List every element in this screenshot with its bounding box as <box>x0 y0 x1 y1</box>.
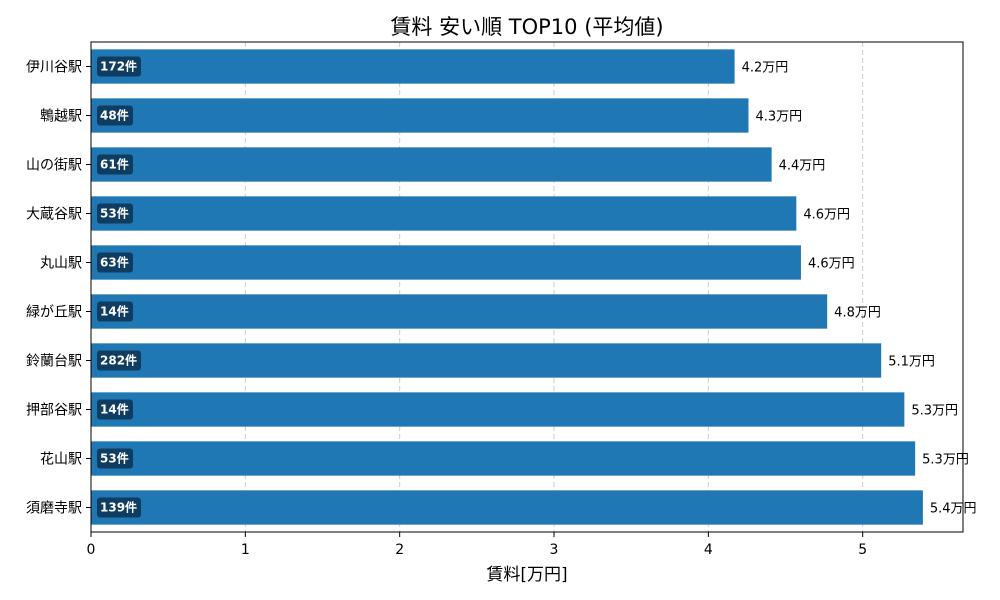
count-badge <box>97 203 133 224</box>
count-badge <box>97 448 133 469</box>
count-badge <box>97 301 133 322</box>
category-label: 須磨寺駅 <box>26 501 82 517</box>
count-label: 14件 <box>100 402 129 417</box>
bar <box>91 490 923 525</box>
count-badge <box>97 252 133 273</box>
bar <box>91 147 772 182</box>
category-label: 鈴蘭台駅 <box>26 354 82 370</box>
count-badge <box>97 497 141 518</box>
category-label: 山の街駅 <box>26 158 82 174</box>
count-label: 14件 <box>100 304 129 319</box>
x-tick-label: 5 <box>858 542 867 558</box>
bar <box>91 245 801 280</box>
value-label: 4.4万円 <box>779 159 826 174</box>
count-badge <box>97 399 133 420</box>
count-badge <box>97 105 133 126</box>
category-label: 緑が丘駅 <box>26 305 82 321</box>
count-label: 53件 <box>100 206 129 221</box>
bar <box>91 98 749 133</box>
x-tick-label: 1 <box>241 542 250 558</box>
x-tick-label: 3 <box>550 542 559 558</box>
bar <box>91 441 916 476</box>
count-label: 139件 <box>100 500 137 515</box>
x-axis-ticks: 0 1 2 3 4 5 <box>87 532 867 558</box>
value-label: 5.3万円 <box>922 453 969 468</box>
x-tick-label: 4 <box>704 542 713 558</box>
value-label: 5.3万円 <box>911 404 958 419</box>
bar <box>91 343 882 378</box>
count-badge <box>97 56 141 77</box>
category-label: 伊川谷駅 <box>26 60 82 76</box>
category-label: 鵯越駅 <box>40 108 82 125</box>
count-badge <box>97 154 133 175</box>
count-label: 63件 <box>100 255 129 270</box>
chart-title: 賃料 安い順 TOP10 (平均値) <box>390 15 663 39</box>
bar <box>91 49 735 84</box>
value-label: 4.3万円 <box>755 110 802 125</box>
x-axis-label: 賃料[万円] <box>486 565 567 585</box>
value-label: 4.6万円 <box>808 257 855 272</box>
count-label: 53件 <box>100 451 129 466</box>
category-label: 大蔵谷駅 <box>26 207 82 223</box>
category-label: 丸山駅 <box>40 256 82 272</box>
bar <box>91 294 828 329</box>
count-badge <box>97 350 141 371</box>
count-label: 172件 <box>100 59 137 74</box>
plot-frame <box>90 41 964 533</box>
bar <box>91 196 797 231</box>
category-label: 押部谷駅 <box>26 403 82 419</box>
x-tick-label: 0 <box>87 542 96 558</box>
value-label: 4.8万円 <box>834 306 881 321</box>
count-label: 282件 <box>100 353 137 368</box>
value-label: 5.1万円 <box>888 355 935 370</box>
value-label: 4.2万円 <box>742 61 789 76</box>
bars: 172件 4.2万円 48件 4.3万円 61件 4.4万円 53件 4.6万円 63件 4.6万… <box>91 49 977 525</box>
value-label: 5.4万円 <box>930 502 977 517</box>
count-label: 61件 <box>100 157 129 172</box>
bar <box>91 392 905 427</box>
category-label: 花山駅 <box>40 452 82 468</box>
value-label: 4.6万円 <box>803 208 850 223</box>
count-label: 48件 <box>100 108 129 123</box>
x-tick-label: 2 <box>395 542 404 558</box>
